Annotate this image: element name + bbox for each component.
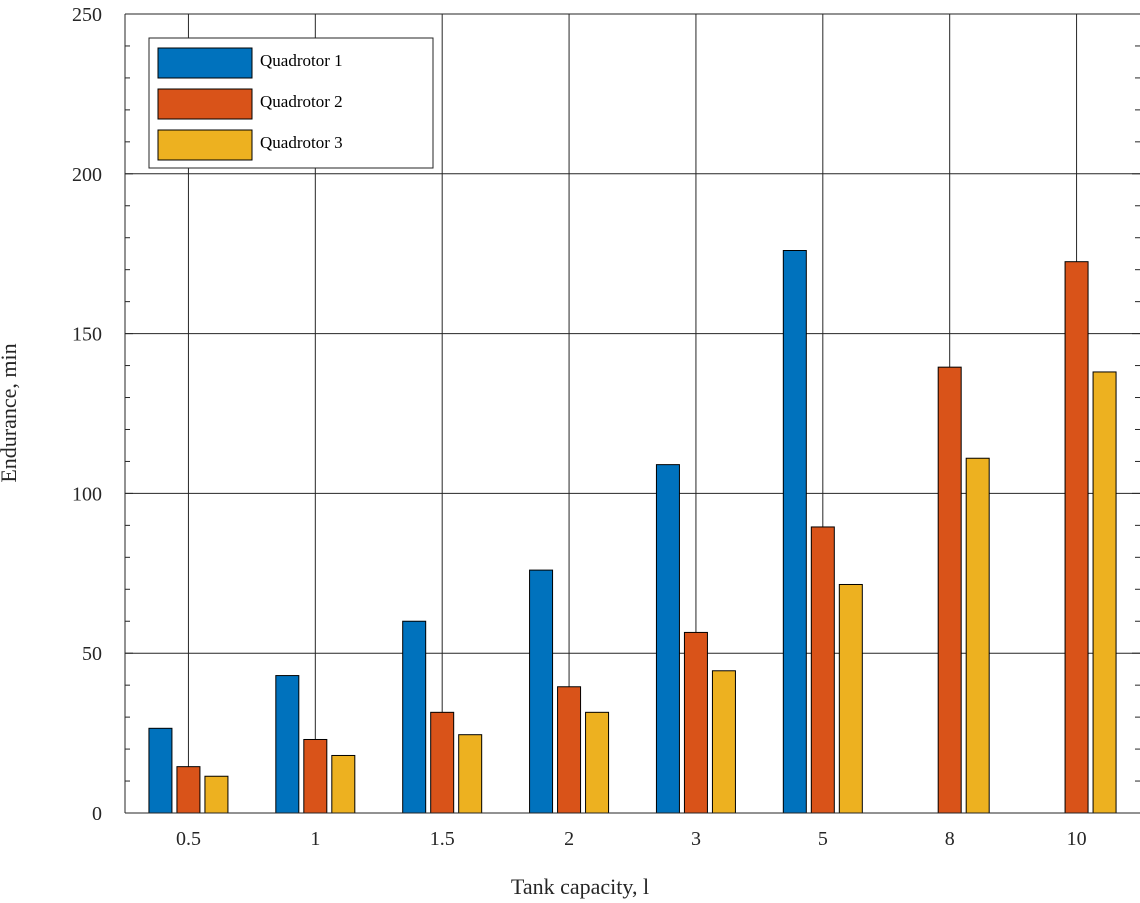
bar (711, 670, 736, 814)
legend-label: Quadrotor 1 (260, 51, 343, 70)
legend-label: Quadrotor 3 (260, 133, 343, 152)
bar (331, 754, 356, 814)
bar (458, 734, 483, 814)
legend-swatch (157, 129, 253, 161)
bar (402, 620, 427, 814)
x-tick-label: 2 (564, 828, 574, 850)
bar (430, 711, 455, 814)
bar (1092, 371, 1117, 814)
x-tick-label: 1 (310, 828, 320, 850)
bar (585, 711, 610, 814)
legend: Quadrotor 1 Quadrotor 2 Quadrotor 3 (148, 37, 434, 169)
x-tick-label: 8 (945, 828, 955, 850)
axes (124, 13, 1140, 814)
tick-labels: 0 50 100 150 200 250 0.5 1 1.5 2 3 5 8 10 (72, 4, 1087, 850)
bar (148, 727, 173, 814)
y-tick-label: 250 (72, 4, 102, 26)
bar (965, 457, 990, 814)
bar (838, 583, 863, 814)
bars (148, 250, 1117, 814)
legend-swatch (157, 47, 253, 79)
bar (683, 631, 708, 814)
x-tick-label: 10 (1067, 828, 1087, 850)
y-tick-label: 50 (82, 643, 102, 665)
bar (176, 766, 201, 814)
bar (655, 464, 680, 814)
bar (204, 775, 229, 814)
bar (810, 526, 835, 814)
bar (1064, 261, 1089, 814)
bar (557, 686, 582, 814)
y-axis-title: Endurance, min (0, 343, 21, 482)
x-tick-label: 1.5 (430, 828, 455, 850)
x-tick-label: 0.5 (176, 828, 201, 850)
y-tick-label: 100 (72, 483, 102, 505)
x-axis-title: Tank capacity, l (511, 874, 649, 899)
bar (275, 675, 300, 814)
legend-label: Quadrotor 2 (260, 92, 343, 111)
legend-swatch (157, 88, 253, 120)
bar (782, 250, 807, 814)
x-tick-label: 5 (818, 828, 828, 850)
bar (529, 569, 554, 814)
bar (303, 738, 328, 814)
y-tick-label: 200 (72, 164, 102, 186)
bar (937, 366, 962, 814)
y-tick-label: 0 (92, 803, 102, 825)
y-tick-label: 150 (72, 324, 102, 346)
x-tick-label: 3 (691, 828, 701, 850)
